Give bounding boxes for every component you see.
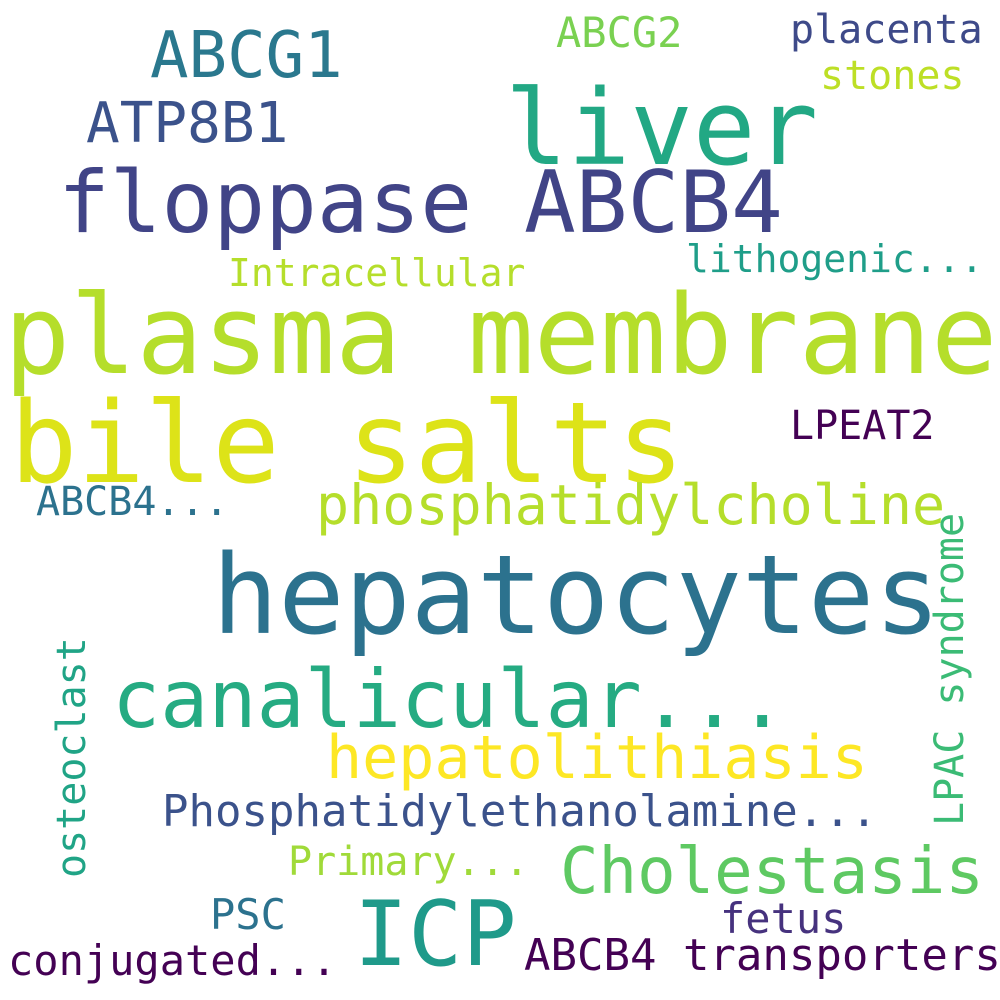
word-cholestasis: Cholestasis	[560, 835, 984, 909]
word-icp: ICP	[354, 882, 517, 987]
word-primary: Primary...	[288, 839, 529, 885]
word-conjugated: conjugated...	[8, 936, 337, 985]
word-placenta: placenta	[790, 7, 983, 53]
word-floppase-abcb4: floppase ABCB4	[58, 153, 783, 253]
word-intracellular: Intracellular	[228, 251, 526, 295]
word-liver: liver	[505, 67, 819, 189]
word-phosphatidylethanolamine: Phosphatidylethanolamine...	[162, 786, 878, 837]
word-abcg2: ABCG2	[556, 8, 683, 57]
word-fetus: fetus	[720, 894, 847, 943]
word-bile-salts: bile salts	[10, 379, 685, 509]
word-atp8b1: ATP8B1	[86, 91, 289, 156]
word-hepatocytes: hepatocytes	[212, 531, 941, 659]
word-psc: PSC	[210, 890, 286, 939]
word-plasma-membrane: plasma membrane	[4, 271, 998, 399]
word-osteoclast: osteoclast	[49, 637, 95, 878]
word-abcb4-ellipsis: ABCB4...	[36, 479, 229, 525]
word-canalicular: canalicular...	[112, 653, 787, 746]
word-abcg1: ABCG1	[150, 19, 343, 93]
word-stones: stones	[820, 53, 965, 99]
word-lithogenic: lithogenic...	[686, 237, 984, 281]
word-hepatolithiasis: hepatolithiasis	[326, 723, 868, 793]
word-phosphatidylcholine: phosphatidylcholine	[316, 473, 946, 537]
word-abcb4-transporters: ABCB4 transporters	[524, 930, 1000, 981]
word-lpeat2: LPEAT2	[790, 403, 935, 449]
